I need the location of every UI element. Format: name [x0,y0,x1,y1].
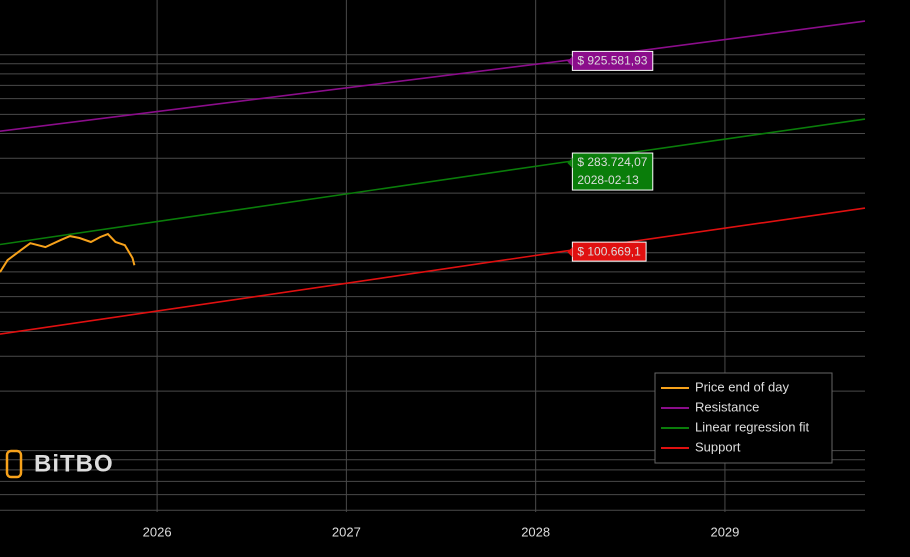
series-line [0,207,866,335]
x-tick-label: 2026 [143,524,172,539]
tooltip-pointer [567,247,573,258]
watermark-icon [5,449,23,479]
tooltip-date: 2028-02-13 [577,173,639,187]
tooltip-value: $ 100.669,1 [577,244,641,258]
watermark-text: BiTBO [34,450,114,477]
tooltip: $ 283.724,07 2028-02-13 [567,152,654,191]
legend-label: Linear regression fit [695,419,810,434]
watermark: BiTBO [5,449,114,479]
tooltip: $ 100.669,1 [567,241,647,262]
tooltip-pointer [567,56,573,67]
tooltip: $ 925.581,93 [567,50,654,71]
series-line [0,118,866,246]
tooltip-value: $ 283.724,07 [577,155,647,169]
x-tick-label: 2027 [332,524,361,539]
x-tick-label: 2028 [521,524,550,539]
tooltip-pointer [567,158,573,169]
legend-label: Resistance [695,399,759,414]
series-line [0,20,866,132]
x-tick-label: 2029 [710,524,739,539]
tooltip-value: $ 925.581,93 [577,54,647,68]
legend-label: Support [695,439,741,454]
legend-label: Price end of day [695,379,789,394]
tooltip-box [571,152,654,191]
series-line [0,232,136,273]
